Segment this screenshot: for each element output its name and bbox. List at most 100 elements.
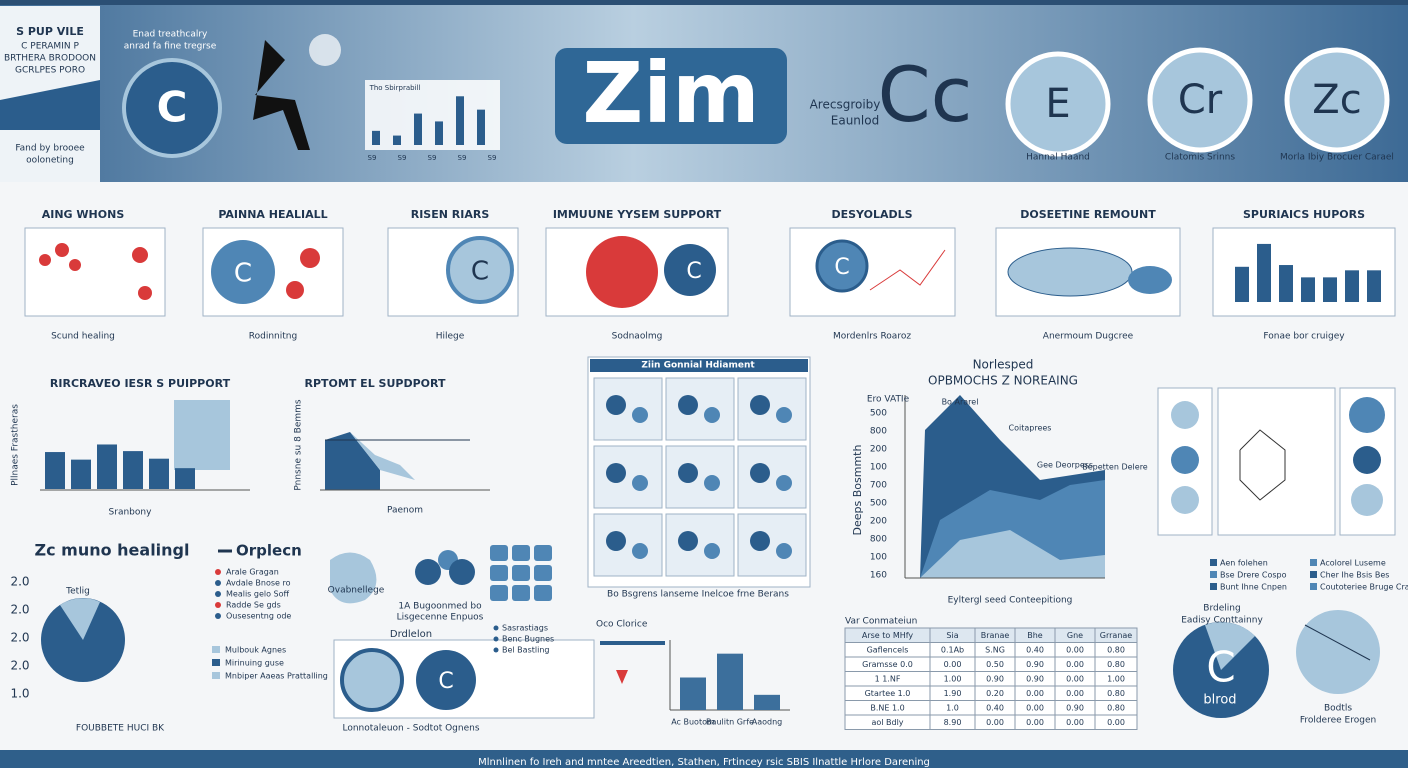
panel-caption: Sodnaolmg	[612, 332, 663, 342]
side-note: Fand by brooee	[15, 144, 85, 154]
table-text: 0.00	[1066, 718, 1084, 727]
table-text: 0.00	[944, 660, 962, 669]
table-text: aol Bdly	[871, 718, 903, 727]
legend-label: Cher Ihe Bsis Bes	[1320, 571, 1389, 580]
panel-box	[789, 227, 956, 317]
cell	[211, 240, 275, 304]
label: S9	[458, 154, 467, 162]
row2: Ziin Gonnial Hdiament	[40, 356, 1396, 588]
caption: Ovabnellege	[328, 586, 385, 596]
legend-dot	[215, 580, 221, 586]
y-tick-label: 100	[870, 553, 887, 563]
table-text: Bhe	[1027, 631, 1043, 640]
svg-text:C: C	[686, 259, 701, 284]
panel-box	[24, 227, 166, 317]
thumb-cell	[750, 463, 770, 483]
intro: anrad fa fine tregrse	[124, 42, 217, 52]
legend-label: Ousesentng ode	[226, 612, 291, 621]
bar	[717, 653, 743, 710]
side-line: BRTHERA BRODOON	[4, 54, 96, 64]
pie-label: Tetlig	[65, 587, 90, 597]
title-box	[555, 48, 787, 144]
y-tick-label: 1.0	[10, 687, 29, 701]
label: S9	[488, 154, 497, 162]
panel-title: SPURIAICS HUPORS	[1243, 208, 1365, 221]
label: S9	[368, 154, 377, 162]
thumb-cell	[678, 463, 698, 483]
badge	[1284, 47, 1390, 153]
label: S9	[398, 154, 407, 162]
legend-swatch	[1310, 559, 1317, 566]
chart-title: Oco Clorice	[596, 620, 648, 630]
legend-dot	[215, 602, 221, 608]
badge-letter: Cr	[1178, 77, 1223, 123]
table-text: 0.80	[1107, 689, 1125, 698]
table-text: 0.00	[1026, 689, 1044, 698]
side-wave	[0, 80, 100, 130]
chart-title: Norlesped	[973, 358, 1034, 372]
annotation: Gee Deorpess	[1037, 461, 1093, 470]
chart-title: Zc muno healingl	[34, 541, 189, 560]
legend-dot	[215, 569, 221, 575]
legend-label: Bunt Ihne Cnpen	[1220, 583, 1287, 592]
y-tick-label: 2.0	[10, 659, 29, 673]
badge	[1147, 47, 1253, 153]
letter: C	[157, 83, 188, 132]
svg-text:C: C	[234, 259, 252, 289]
panel-title: IMMUUNE YYSEM SUPPORT	[553, 208, 722, 221]
letter: C	[1206, 643, 1235, 692]
thumb-cell	[606, 395, 626, 415]
bar	[45, 452, 65, 489]
table-text: 0.00	[1107, 718, 1125, 727]
y-tick-label: 800	[870, 535, 887, 545]
legend-swatch	[1210, 571, 1217, 578]
y-tick-label: 500	[870, 499, 887, 509]
bar	[123, 451, 143, 489]
axis-label: Pllnaes Frastheras	[11, 404, 21, 486]
caption: Frolderee Erogen	[1300, 716, 1376, 726]
legend-dot	[215, 613, 221, 619]
table-text: 1 1.NF	[875, 674, 901, 683]
table-text: 0.00	[1066, 689, 1084, 698]
subtitle: Eaunlod	[831, 114, 879, 128]
annotation: Bepetten Delere	[1082, 463, 1148, 472]
thumb-cell	[678, 531, 698, 551]
badge-label: Hannal Haand	[1026, 153, 1090, 163]
legend-label: Mulbouk Agnes	[225, 646, 286, 655]
legend-title: Orplecn	[236, 542, 302, 560]
y-tick-label: 100	[870, 463, 887, 473]
table-text: 0.80	[1107, 703, 1125, 712]
table-text: 0.20	[986, 689, 1004, 698]
mini-bar	[435, 121, 443, 145]
y-tick-label: 700	[870, 481, 887, 491]
symbol: Cc	[878, 50, 973, 139]
table-text: 0.1Ab	[941, 645, 964, 654]
circle-label: blrod	[1203, 693, 1236, 708]
table-text: Branae	[981, 631, 1010, 640]
annotation: Coitaprees	[1009, 424, 1052, 433]
bullet-label: Benc Bugnes	[502, 635, 554, 644]
footer-bar	[0, 750, 1408, 768]
bullet-label: Bel Bastling	[502, 646, 549, 655]
bullet-label: Sasrastiags	[502, 624, 548, 633]
table-text: 1.90	[944, 689, 962, 698]
legend-label: Acolorel Luseme	[1320, 559, 1386, 568]
bar	[175, 468, 195, 489]
table-text: 0.50	[986, 660, 1004, 669]
caption: Lonnotaleuon - Sodtot Ognens	[342, 724, 479, 734]
legend-label: Radde Se gds	[226, 601, 281, 610]
bar	[1235, 266, 1249, 302]
legend-dot	[215, 591, 221, 597]
thumb-cell	[606, 531, 626, 551]
row1: C C C C	[24, 227, 1396, 317]
unit: Ero VATIe	[867, 395, 910, 405]
legend-swatch	[1210, 583, 1217, 590]
subtitle: Arecsgroiby	[810, 98, 881, 112]
table-text: 0.00	[986, 718, 1004, 727]
thumbnail	[593, 513, 663, 577]
table-text: S.NG	[985, 645, 1005, 654]
bar	[1345, 270, 1359, 302]
panel-caption: Anermoum Dugcree	[1043, 332, 1134, 342]
thumbnail	[665, 513, 735, 577]
